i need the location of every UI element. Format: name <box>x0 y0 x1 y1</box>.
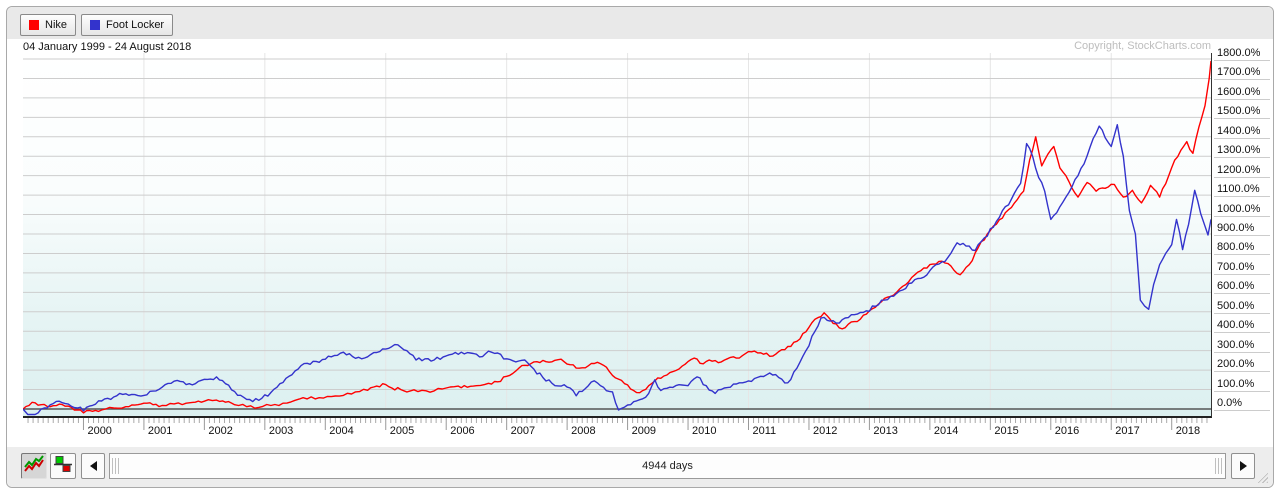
x-axis-label: 2001 <box>147 425 173 437</box>
y-axis-label: 900.0% <box>1214 222 1270 236</box>
scrollbar-range-label: 4944 days <box>642 460 693 472</box>
x-axis-label: 2005 <box>389 425 415 437</box>
series-line-nike <box>23 60 1211 414</box>
legend-bar: Nike Foot Locker <box>7 7 1273 39</box>
x-axis-label: 2011 <box>752 425 777 437</box>
line-chart-icon <box>24 454 44 478</box>
y-axis-label: 300.0% <box>1214 339 1270 353</box>
resize-handle-icon[interactable] <box>1255 470 1268 483</box>
x-axis-label: 2008 <box>571 425 596 437</box>
x-axis-label: 2017 <box>1115 425 1140 437</box>
x-axis-label: 2002 <box>208 425 233 437</box>
x-axis-label: 2009 <box>631 425 657 437</box>
legend-item-foot-locker[interactable]: Foot Locker <box>81 14 174 36</box>
scroll-left-button[interactable] <box>81 453 105 479</box>
y-axis-label: 1700.0% <box>1214 66 1270 81</box>
y-axis: 1800.0% 1700.0% 1600.0% 1500.0% 1400.0% 1300.… <box>1214 47 1270 425</box>
legend-swatch <box>29 20 39 30</box>
x-axis-label: 2010 <box>692 425 717 437</box>
toolbar: 4944 days <box>7 447 1273 487</box>
y-axis-label: 1000.0% <box>1214 203 1270 217</box>
y-axis-label: 400.0% <box>1214 319 1270 334</box>
y-axis-label: 1600.0% <box>1214 86 1270 100</box>
y-axis-label: 1400.0% <box>1214 125 1270 139</box>
legend-label: Nike <box>45 19 68 31</box>
series-line-foot-locker <box>23 124 1211 416</box>
legend: Nike Foot Locker <box>20 14 174 36</box>
date-range-label: 04 January 1999 - 24 August 2018 <box>23 41 192 53</box>
y-axis-label: 200.0% <box>1214 358 1270 373</box>
line-chart-mode-button[interactable] <box>21 453 47 479</box>
y-axis-label: 1500.0% <box>1214 105 1270 120</box>
copyright-label: Copyright, StockCharts.com <box>1074 40 1211 52</box>
y-axis-label: 600.0% <box>1214 280 1270 295</box>
y-axis-label: 1300.0% <box>1214 144 1270 159</box>
x-axis: 2000 2001 2002 2003 2004 2005 2006 2007 2008 2009… <box>23 416 1211 444</box>
y-axis-label: 700.0% <box>1214 261 1270 275</box>
scrollbar-right-grip[interactable] <box>1215 458 1223 474</box>
x-axis-label: 2000 <box>87 425 112 437</box>
x-axis-label: 2012 <box>812 425 838 437</box>
y-axis-label: 100.0% <box>1214 378 1270 392</box>
x-axis-label: 2013 <box>873 425 898 437</box>
y-axis-label: 1800.0% <box>1214 47 1270 62</box>
scroll-left-icon <box>89 461 97 471</box>
x-axis-label: 2003 <box>268 425 294 437</box>
y-axis-label: 0.0% <box>1214 397 1270 411</box>
volume-bars-icon <box>53 455 73 478</box>
scrollbar[interactable]: 4944 days <box>109 453 1226 479</box>
y-axis-label: 500.0% <box>1214 300 1270 314</box>
x-axis-label: 2014 <box>933 425 959 437</box>
x-axis-label: 2015 <box>994 425 1019 437</box>
legend-label: Foot Locker <box>106 19 165 31</box>
x-axis-label: 2004 <box>329 425 354 437</box>
legend-swatch <box>90 20 101 30</box>
scroll-right-icon <box>1239 461 1247 471</box>
x-axis-label: 2016 <box>1054 425 1080 437</box>
scroll-right-button[interactable] <box>1231 453 1255 479</box>
x-axis-label: 2007 <box>510 425 536 437</box>
legend-item-nike[interactable]: Nike <box>20 14 77 36</box>
volume-bars-mode-button[interactable] <box>50 453 76 479</box>
scrollbar-left-grip[interactable] <box>112 458 120 474</box>
y-axis-label: 1100.0% <box>1214 183 1270 198</box>
x-axis-label: 2018 <box>1175 425 1201 437</box>
y-axis-label: 800.0% <box>1214 241 1270 256</box>
y-axis-label: 1200.0% <box>1214 164 1270 178</box>
plot-area <box>23 53 1212 418</box>
x-axis-label: 2006 <box>450 425 475 437</box>
chart-panel: Nike Foot Locker 04 January 1999 - 24 Aug… <box>6 6 1274 488</box>
